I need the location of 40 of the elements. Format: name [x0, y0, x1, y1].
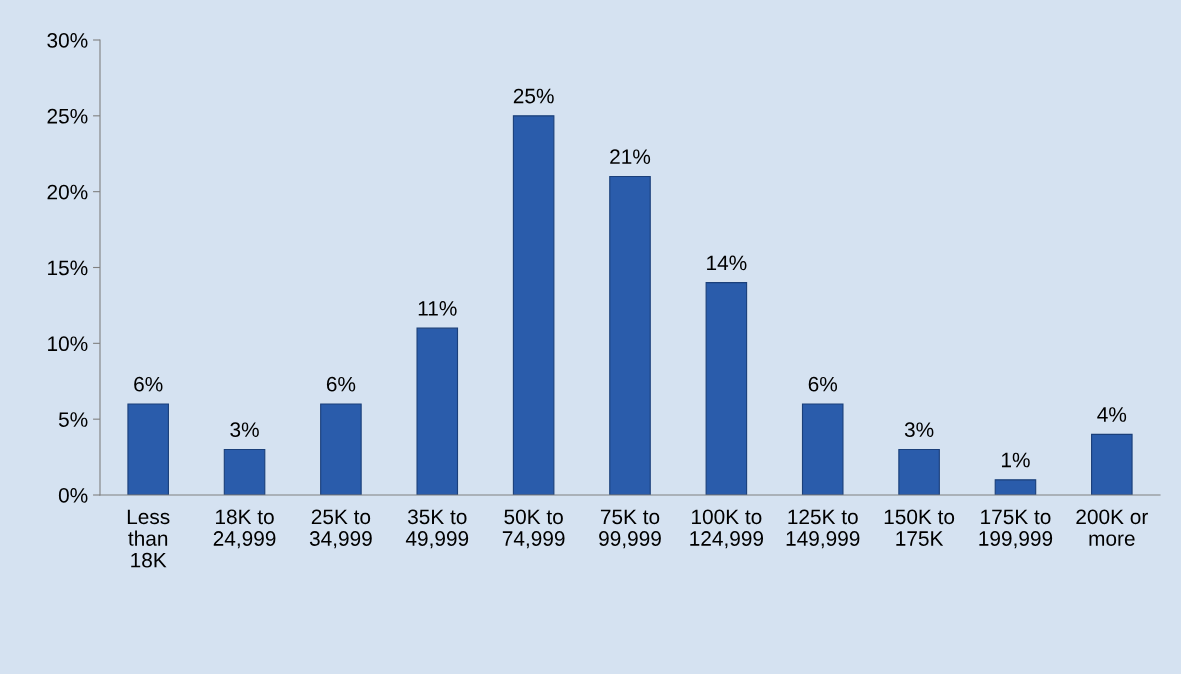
y-tick-label: 25%	[47, 108, 88, 124]
data-label: 11%	[418, 301, 457, 316]
y-tick-label: 0%	[58, 488, 88, 503]
bar	[1091, 433, 1133, 495]
data-label: 6%	[134, 376, 163, 392]
data-label: 4%	[1097, 407, 1127, 422]
x-tick-label: 150K to 175K	[884, 509, 955, 546]
data-label: 1%	[1001, 452, 1030, 468]
x-tick-label: 200K or more	[1076, 509, 1148, 546]
bar	[127, 403, 169, 495]
data-label: 3%	[904, 422, 934, 438]
bar	[320, 403, 362, 495]
y-tick-label: 15%	[48, 260, 88, 276]
x-tick-label: 175K to 199,999	[979, 509, 1053, 549]
x-tick-label: 75K to 99,999	[599, 509, 661, 549]
data-label: 14%	[707, 255, 747, 271]
y-tick-label: 10%	[48, 336, 88, 352]
y-tick-label: 5%	[58, 412, 88, 427]
x-tick-label: 25K to 34,999	[309, 509, 372, 549]
y-tick-label: 20%	[47, 184, 88, 200]
bar	[416, 327, 459, 495]
bar	[994, 479, 1037, 495]
data-label: 6%	[326, 376, 356, 392]
data-label: 25%	[513, 88, 554, 104]
bar	[705, 282, 748, 495]
x-tick-label: 100K to 124,999	[690, 509, 764, 549]
y-tick-label: 30%	[47, 33, 88, 48]
data-label: 21%	[610, 149, 651, 164]
bar	[512, 115, 555, 495]
x-tick-label: 50K to 74,999	[502, 509, 565, 549]
x-tick-label: Less than 18K	[127, 509, 170, 568]
x-tick-label: 125K to 149,999	[786, 509, 860, 549]
bar	[609, 175, 651, 495]
bar	[898, 448, 940, 495]
data-label: 6%	[808, 376, 838, 392]
bar	[223, 448, 266, 495]
bar	[801, 403, 844, 495]
x-tick-label: 35K to 49,999	[405, 509, 469, 549]
x-tick-label: 18K to 24,999	[213, 509, 276, 549]
data-label: 3%	[230, 422, 259, 438]
